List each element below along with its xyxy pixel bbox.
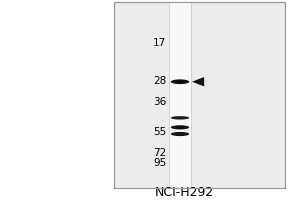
Text: 17: 17 — [153, 38, 167, 48]
Bar — [114, 2, 285, 188]
Text: 72: 72 — [153, 148, 167, 158]
Bar — [169, 2, 190, 188]
Ellipse shape — [171, 116, 189, 120]
Text: NCI-H292: NCI-H292 — [155, 186, 214, 199]
Bar — [114, 2, 285, 188]
Ellipse shape — [171, 79, 189, 84]
Ellipse shape — [171, 125, 189, 129]
Polygon shape — [192, 77, 204, 86]
Text: 95: 95 — [153, 158, 167, 168]
Ellipse shape — [171, 132, 189, 136]
Text: 55: 55 — [153, 127, 167, 137]
Text: 36: 36 — [153, 97, 167, 107]
Text: 28: 28 — [153, 76, 167, 86]
